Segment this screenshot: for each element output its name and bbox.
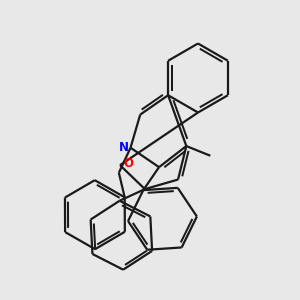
Text: O: O: [124, 157, 134, 170]
Text: N: N: [119, 141, 129, 154]
